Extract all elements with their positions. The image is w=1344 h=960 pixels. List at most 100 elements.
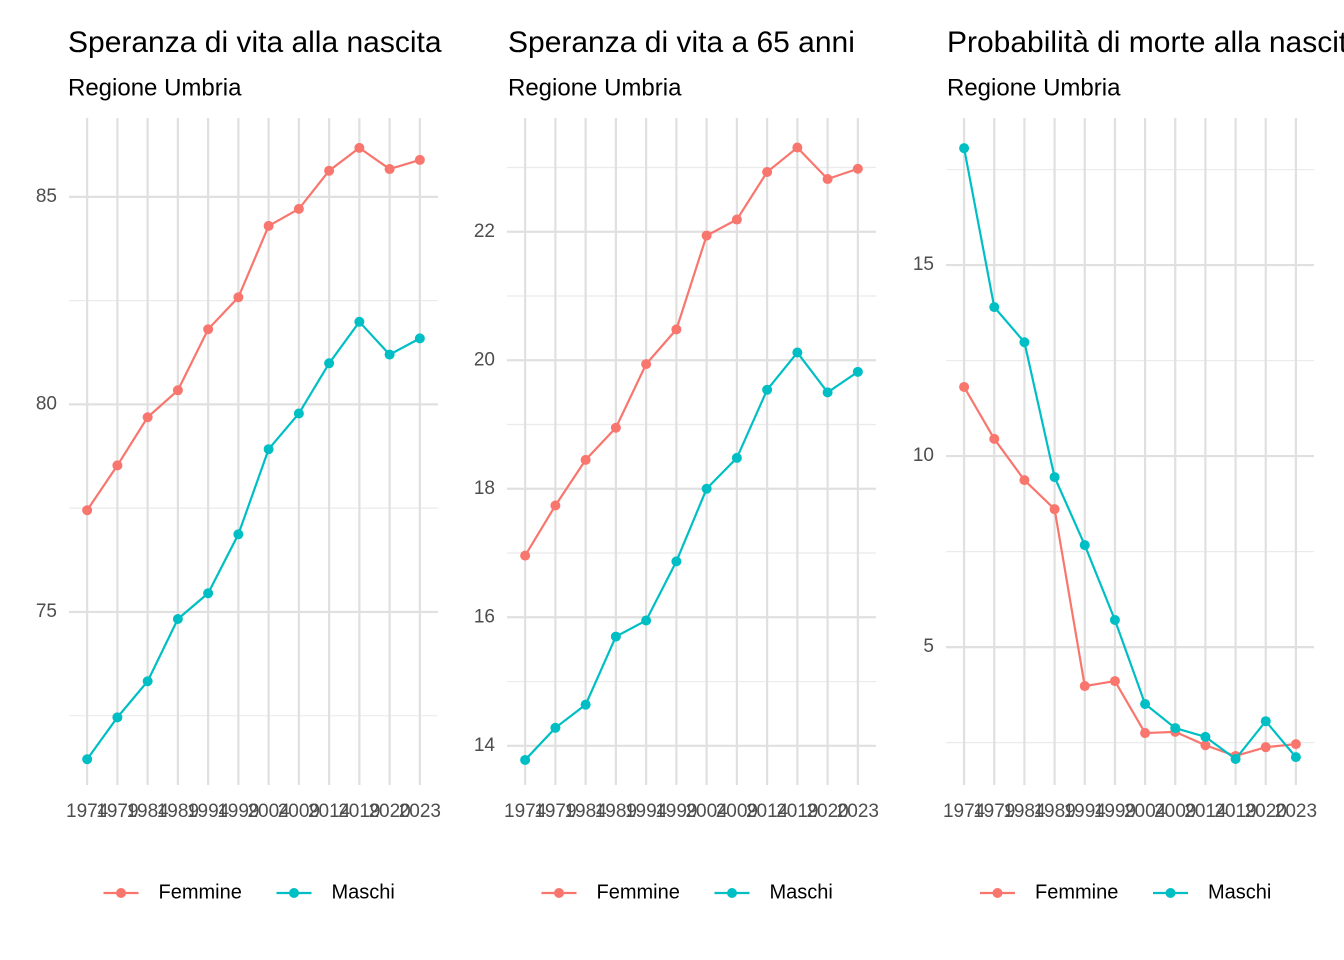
y-tick-label: 15	[913, 254, 934, 275]
data-point	[641, 359, 652, 370]
data-point	[82, 505, 93, 516]
legend-label: Femmine	[597, 881, 680, 903]
legend-label: Femmine	[159, 881, 242, 903]
x-tick-label: 2023	[1275, 801, 1317, 822]
series-line	[963, 147, 1297, 761]
x-tick-label: 2014	[308, 801, 351, 822]
y-tick-label: 10	[913, 445, 934, 466]
y-tick-label: 75	[36, 601, 57, 622]
data-point	[1079, 681, 1090, 692]
data-point	[580, 454, 591, 465]
x-tick-label: 2019	[776, 801, 818, 822]
x-tick-label: 2004	[685, 801, 728, 822]
x-tick-label: 2009	[1154, 801, 1196, 822]
legend-marker	[992, 888, 1003, 898]
data-point	[550, 722, 561, 733]
x-tick-label: 1989	[595, 801, 637, 822]
x-tick-label: 1984	[564, 801, 607, 822]
x-tick-label: 1979	[534, 801, 576, 822]
data-point	[414, 333, 425, 344]
data-point	[959, 381, 970, 392]
x-tick-label: 1979	[96, 801, 138, 822]
data-point	[1290, 739, 1301, 750]
data-point	[293, 203, 304, 214]
data-point	[520, 550, 531, 561]
y-tick-label: 5	[923, 636, 934, 657]
data-point	[233, 292, 244, 303]
data-point	[610, 631, 621, 642]
legend-label: Maschi	[1208, 881, 1271, 903]
data-point	[989, 302, 1000, 313]
x-tick-label: 2019	[1214, 801, 1256, 822]
data-point	[1019, 337, 1030, 348]
data-point	[852, 163, 863, 174]
data-point	[989, 433, 1000, 444]
data-point	[203, 324, 214, 335]
legend-label: Femmine	[1035, 881, 1118, 903]
x-tick-label: 1999	[1094, 801, 1136, 822]
data-point	[172, 613, 183, 624]
legend-marker	[554, 888, 564, 898]
x-tick-label: 1974	[504, 801, 547, 822]
data-point	[792, 347, 803, 358]
x-tick-label: 1974	[943, 801, 986, 822]
data-point	[1049, 472, 1060, 483]
data-point	[112, 460, 123, 471]
data-point	[82, 754, 93, 765]
x-tick-label: 2023	[837, 801, 879, 822]
x-tick-label: 2014	[1184, 801, 1227, 822]
data-point	[1260, 716, 1271, 727]
data-point	[1049, 504, 1060, 515]
data-point	[641, 615, 652, 626]
data-point	[172, 385, 183, 396]
data-point	[384, 164, 395, 175]
data-point	[112, 712, 123, 723]
data-point	[263, 220, 274, 231]
x-tick-label: 2009	[716, 801, 758, 822]
data-point	[701, 483, 712, 494]
data-point	[762, 166, 773, 177]
data-point	[1109, 614, 1120, 625]
data-point	[203, 588, 214, 599]
series-line	[524, 350, 859, 761]
x-tick-label: 1994	[625, 801, 668, 822]
data-point	[822, 387, 833, 398]
data-point	[762, 384, 773, 395]
chart-title: Speranza di vita alla nascita	[68, 26, 442, 59]
data-point	[1230, 754, 1241, 765]
x-tick-label: 1994	[1064, 801, 1107, 822]
x-tick-label: 2014	[746, 801, 789, 822]
data-point	[233, 529, 244, 540]
x-tick-label: 1974	[66, 801, 109, 822]
data-point	[1019, 475, 1030, 486]
y-tick-label: 80	[36, 393, 57, 414]
chart-title: Speranza di vita a 65 anni	[508, 26, 855, 59]
chart-title: Probabilità di morte alla nascita	[947, 26, 1344, 59]
y-tick-label: 14	[474, 735, 496, 756]
x-tick-label: 1999	[217, 801, 259, 822]
y-tick-label: 16	[474, 606, 495, 627]
x-tick-label: 2020	[368, 801, 410, 822]
legend-marker	[1165, 888, 1176, 898]
data-point	[852, 366, 863, 377]
data-point	[701, 230, 712, 241]
y-tick-label: 18	[474, 478, 495, 499]
series-line	[86, 146, 421, 511]
data-point	[1170, 723, 1181, 734]
legend-label: Maschi	[332, 881, 395, 903]
y-tick-label: 22	[474, 221, 495, 242]
data-point	[1290, 752, 1301, 763]
y-tick-label: 85	[36, 186, 57, 207]
data-point	[142, 676, 153, 687]
chart-subtitle: Regione Umbria	[68, 74, 242, 101]
data-point	[1260, 742, 1271, 753]
data-point	[822, 174, 833, 185]
data-point	[671, 324, 682, 335]
data-point	[550, 500, 561, 511]
x-tick-label: 2009	[278, 801, 320, 822]
data-point	[731, 214, 742, 225]
data-point	[1140, 728, 1151, 739]
data-point	[1140, 699, 1151, 710]
data-point	[354, 316, 365, 327]
